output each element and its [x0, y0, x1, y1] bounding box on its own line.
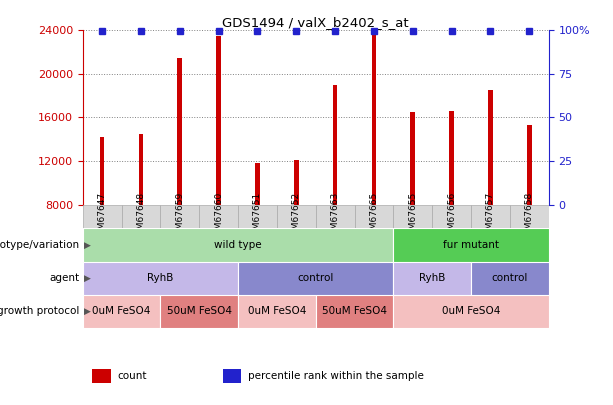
- Text: fur mutant: fur mutant: [443, 240, 499, 250]
- Text: 0uM FeSO4: 0uM FeSO4: [248, 307, 306, 316]
- FancyBboxPatch shape: [238, 205, 277, 228]
- Bar: [255, 163, 260, 205]
- Bar: [223, 369, 241, 383]
- Text: ▶: ▶: [84, 241, 91, 249]
- FancyBboxPatch shape: [199, 205, 238, 228]
- FancyBboxPatch shape: [277, 205, 316, 228]
- FancyBboxPatch shape: [432, 205, 471, 228]
- Text: GSM67657: GSM67657: [486, 192, 495, 241]
- Bar: [411, 112, 415, 205]
- Bar: [100, 137, 104, 205]
- Text: agent: agent: [50, 273, 80, 283]
- Text: GSM67659: GSM67659: [175, 192, 185, 241]
- Text: GSM67655: GSM67655: [408, 192, 417, 241]
- FancyBboxPatch shape: [394, 295, 549, 328]
- FancyBboxPatch shape: [83, 228, 394, 262]
- Text: RyhB: RyhB: [147, 273, 173, 283]
- Text: GSM67660: GSM67660: [214, 192, 223, 241]
- FancyBboxPatch shape: [354, 205, 394, 228]
- FancyBboxPatch shape: [83, 205, 121, 228]
- Text: control: control: [297, 273, 334, 283]
- FancyBboxPatch shape: [471, 262, 549, 295]
- Bar: [371, 32, 376, 205]
- FancyBboxPatch shape: [161, 295, 238, 328]
- Title: GDS1494 / valX_b2402_s_at: GDS1494 / valX_b2402_s_at: [223, 16, 409, 29]
- Text: genotype/variation: genotype/variation: [0, 240, 80, 250]
- Bar: [178, 58, 182, 205]
- FancyBboxPatch shape: [161, 205, 199, 228]
- Text: GSM67651: GSM67651: [253, 192, 262, 241]
- Text: GSM67665: GSM67665: [370, 192, 378, 241]
- Text: 50uM FeSO4: 50uM FeSO4: [167, 307, 232, 316]
- FancyBboxPatch shape: [83, 262, 238, 295]
- Bar: [333, 85, 337, 205]
- Text: ▶: ▶: [84, 307, 91, 316]
- FancyBboxPatch shape: [471, 205, 510, 228]
- Text: 0uM FeSO4: 0uM FeSO4: [93, 307, 151, 316]
- Text: GSM67648: GSM67648: [137, 192, 145, 241]
- Text: GSM67663: GSM67663: [330, 192, 340, 241]
- FancyBboxPatch shape: [394, 228, 549, 262]
- Bar: [92, 369, 111, 383]
- Text: ▶: ▶: [84, 274, 91, 283]
- Bar: [488, 90, 493, 205]
- FancyBboxPatch shape: [238, 262, 394, 295]
- Text: 50uM FeSO4: 50uM FeSO4: [322, 307, 387, 316]
- FancyBboxPatch shape: [121, 205, 161, 228]
- Text: GSM67647: GSM67647: [97, 192, 107, 241]
- FancyBboxPatch shape: [238, 295, 316, 328]
- Text: GSM67658: GSM67658: [525, 192, 534, 241]
- Text: growth protocol: growth protocol: [0, 307, 80, 316]
- FancyBboxPatch shape: [510, 205, 549, 228]
- FancyBboxPatch shape: [83, 295, 161, 328]
- Bar: [527, 125, 531, 205]
- Bar: [216, 36, 221, 205]
- Bar: [139, 134, 143, 205]
- FancyBboxPatch shape: [316, 205, 354, 228]
- FancyBboxPatch shape: [394, 205, 432, 228]
- Text: percentile rank within the sample: percentile rank within the sample: [248, 371, 424, 381]
- Text: 0uM FeSO4: 0uM FeSO4: [442, 307, 500, 316]
- FancyBboxPatch shape: [394, 262, 471, 295]
- Text: wild type: wild type: [214, 240, 262, 250]
- Text: RyhB: RyhB: [419, 273, 446, 283]
- Bar: [449, 111, 454, 205]
- Text: GSM67656: GSM67656: [447, 192, 456, 241]
- Text: GSM67652: GSM67652: [292, 192, 301, 241]
- Bar: [294, 160, 299, 205]
- Text: count: count: [118, 371, 147, 381]
- Text: control: control: [492, 273, 528, 283]
- FancyBboxPatch shape: [316, 295, 394, 328]
